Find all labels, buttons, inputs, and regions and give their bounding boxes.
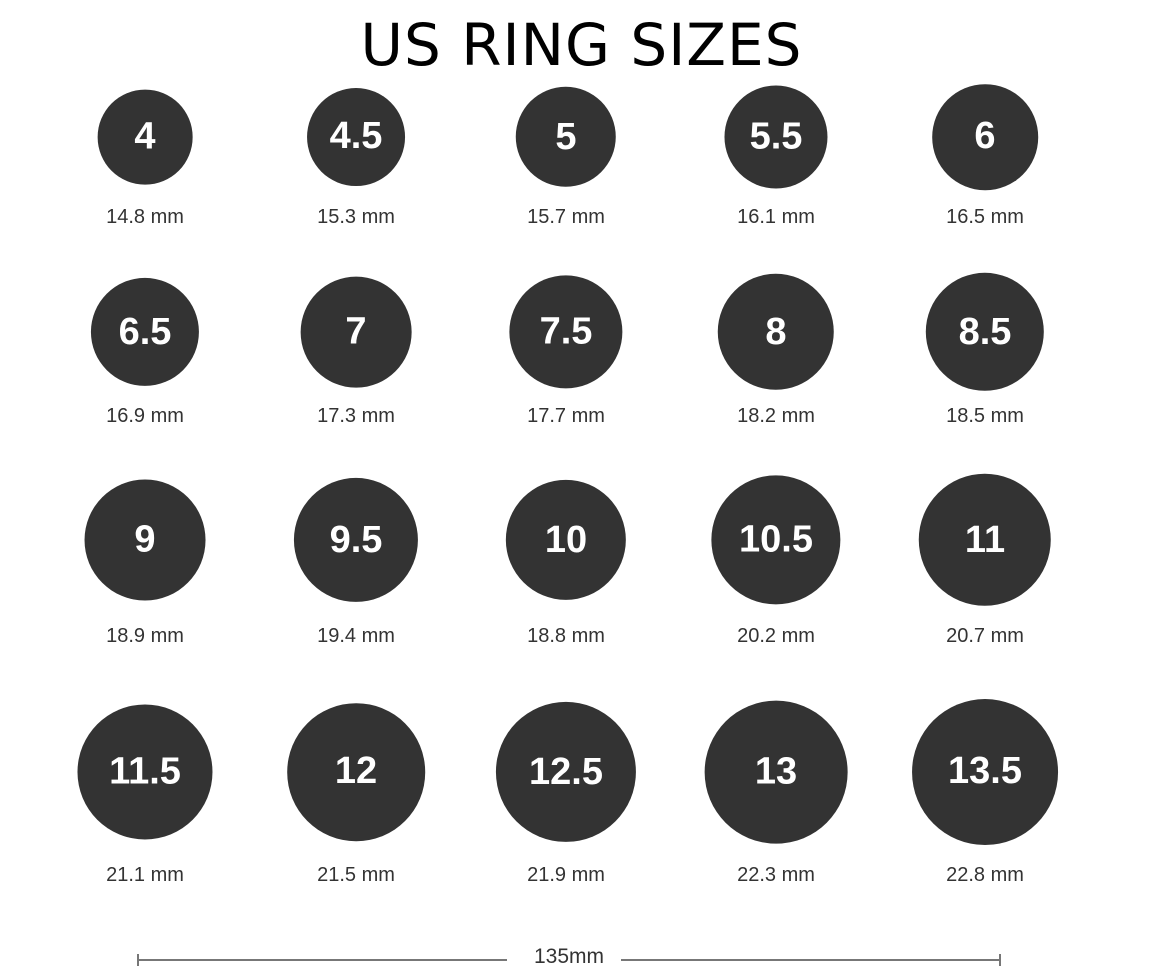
ring-diameter-label: 15.3 mm — [317, 206, 395, 228]
ring-size-4: 4 — [97, 89, 193, 185]
ring-diameter-label: 18.2 mm — [737, 405, 815, 427]
scale-label: 135mm — [529, 945, 609, 969]
ring-size-5.5: 5.5 — [724, 85, 828, 189]
ring-size-number: 9.5 — [329, 518, 383, 561]
ring-diameter-label: 16.1 mm — [737, 206, 815, 228]
ring-size-number: 12 — [334, 750, 378, 793]
scale-line-left — [137, 959, 507, 961]
ring-diameter-label: 17.7 mm — [527, 405, 605, 427]
ring-size-number: 8 — [765, 310, 787, 353]
ring-size-6.5: 6.5 — [90, 277, 200, 387]
ring-diameter-label: 21.1 mm — [106, 864, 184, 886]
ring-size-10: 10 — [505, 479, 627, 601]
ring-size-9.5: 9.5 — [293, 477, 419, 603]
ring-size-number: 5 — [555, 115, 577, 158]
ring-size-number: 6 — [974, 115, 996, 158]
ring-diameter-label: 16.9 mm — [106, 405, 184, 427]
ring-size-number: 7.5 — [539, 310, 593, 353]
ring-size-number: 13.5 — [948, 750, 1022, 793]
ring-diameter-label: 20.2 mm — [737, 625, 815, 647]
ring-diameter-label: 18.8 mm — [527, 625, 605, 647]
ring-size-number: 11.5 — [109, 750, 181, 793]
ring-size-number: 6.5 — [118, 310, 172, 353]
ring-size-13.5: 13.5 — [912, 699, 1058, 845]
ring-size-10.5: 10.5 — [711, 475, 841, 605]
scale-bar: 135mm — [137, 945, 1001, 969]
ring-size-number: 8.5 — [958, 310, 1012, 353]
ring-size-number: 10 — [544, 518, 588, 561]
ring-diameter-label: 19.4 mm — [317, 625, 395, 647]
scale-line-right — [621, 959, 1001, 961]
ring-size-5: 5 — [515, 86, 617, 188]
scale-tick-right — [999, 954, 1001, 966]
ring-size-11: 11 — [918, 473, 1052, 607]
ring-size-12.5: 12.5 — [495, 701, 637, 843]
ring-size-8.5: 8.5 — [925, 272, 1045, 392]
ring-size-number: 10.5 — [739, 518, 813, 561]
ring-diameter-label: 21.5 mm — [317, 864, 395, 886]
ring-diameter-label: 18.9 mm — [106, 625, 184, 647]
ring-size-12: 12 — [287, 703, 425, 841]
ring-size-number: 5.5 — [749, 115, 803, 158]
ring-size-7.5: 7.5 — [509, 275, 623, 389]
ring-size-8: 8 — [717, 273, 835, 391]
ring-diameter-label: 22.3 mm — [737, 864, 815, 886]
ring-size-number: 11 — [964, 518, 1006, 561]
ring-diameter-label: 22.8 mm — [946, 864, 1024, 886]
ring-diameter-label: 17.3 mm — [317, 405, 395, 427]
ring-diameter-label: 20.7 mm — [946, 625, 1024, 647]
ring-size-9: 9 — [84, 479, 206, 601]
ring-size-6: 6 — [932, 84, 1038, 190]
ring-size-number: 4.5 — [329, 115, 383, 158]
ring-size-number: 7 — [345, 310, 367, 353]
ring-size-7: 7 — [300, 276, 412, 388]
ring-size-11.5: 11.5 — [77, 704, 213, 840]
ring-size-number: 9 — [134, 518, 156, 561]
ring-diameter-label: 16.5 mm — [946, 206, 1024, 228]
ring-size-13: 13 — [704, 700, 848, 844]
ring-diameter-label: 18.5 mm — [946, 405, 1024, 427]
ring-diameter-label: 14.8 mm — [106, 206, 184, 228]
ring-diameter-label: 21.9 mm — [527, 864, 605, 886]
ring-size-number: 12.5 — [529, 750, 603, 793]
ring-size-number: 13 — [754, 750, 798, 793]
ring-diameter-label: 15.7 mm — [527, 206, 605, 228]
ring-size-number: 4 — [134, 115, 156, 158]
ring-size-4.5: 4.5 — [307, 88, 405, 186]
page-title: US RING SIZES — [360, 11, 803, 79]
